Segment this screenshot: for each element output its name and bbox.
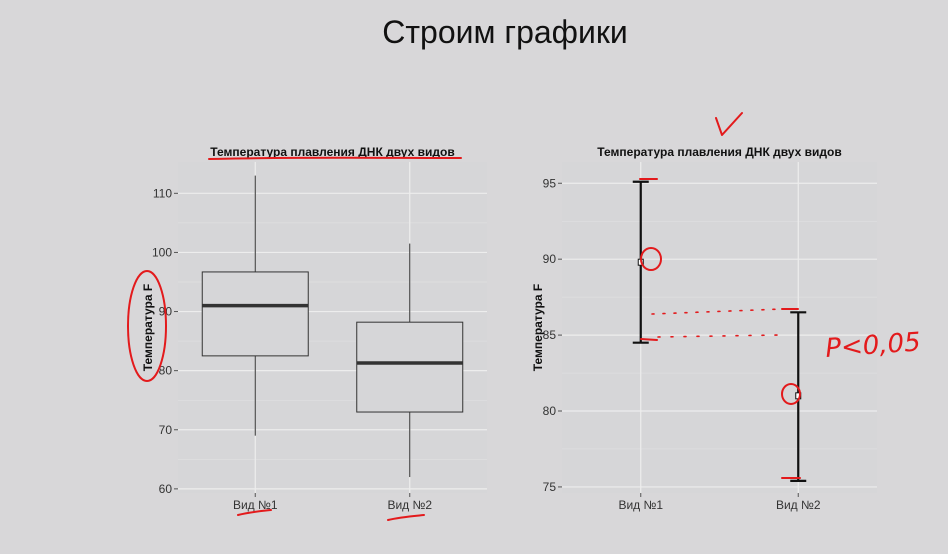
x-tick-label: Вид №2: [776, 498, 821, 512]
y-tick-label: 75: [543, 480, 557, 494]
x-tick-label: Вид №2: [387, 498, 432, 512]
chart-title: Температура плавления ДНК двух видов: [210, 145, 454, 159]
xlabel1-underline: [237, 509, 272, 516]
box-iqr: [201, 271, 309, 357]
y-tick-label: 95: [543, 176, 557, 190]
x-tick-label: Вид №1: [618, 498, 663, 512]
pvalue-note: P<0,05: [824, 327, 921, 364]
handwritten-annotations: P<0,05: [127, 112, 922, 521]
y-axis-label: Температура F: [141, 284, 155, 371]
mean-circle: [781, 383, 801, 405]
y-tick-label: 70: [159, 423, 173, 437]
x-tick-label: Вид №1: [233, 498, 278, 512]
y-tick-label: 80: [159, 364, 173, 378]
slide-title: Строим графики: [382, 14, 628, 50]
title-underline: [208, 156, 462, 160]
y-tick-label: 60: [159, 482, 173, 496]
check-mark: [715, 112, 743, 136]
y-tick-label: 100: [152, 245, 172, 259]
y-tick-label: 85: [543, 328, 557, 342]
errorbar-chart: 75 80 85 90 95 Вид №1 Вид №2 Температура плавле…: [531, 145, 877, 512]
chart-title: Температура плавления ДНК двух видов: [597, 145, 841, 159]
ylabel-circle: [127, 270, 167, 382]
mean-circle: [640, 247, 662, 271]
xlabel2-underline: [387, 514, 425, 521]
box-iqr: [356, 321, 464, 413]
cap-highlight: [640, 338, 658, 341]
plot-panel: [562, 162, 877, 493]
y-axis-label: Температура F: [531, 284, 545, 371]
y-tick-label: 90: [543, 252, 557, 266]
y-tick-label: 80: [543, 404, 557, 418]
y-tick-label: 110: [153, 186, 172, 200]
dotted-line: [651, 308, 783, 315]
